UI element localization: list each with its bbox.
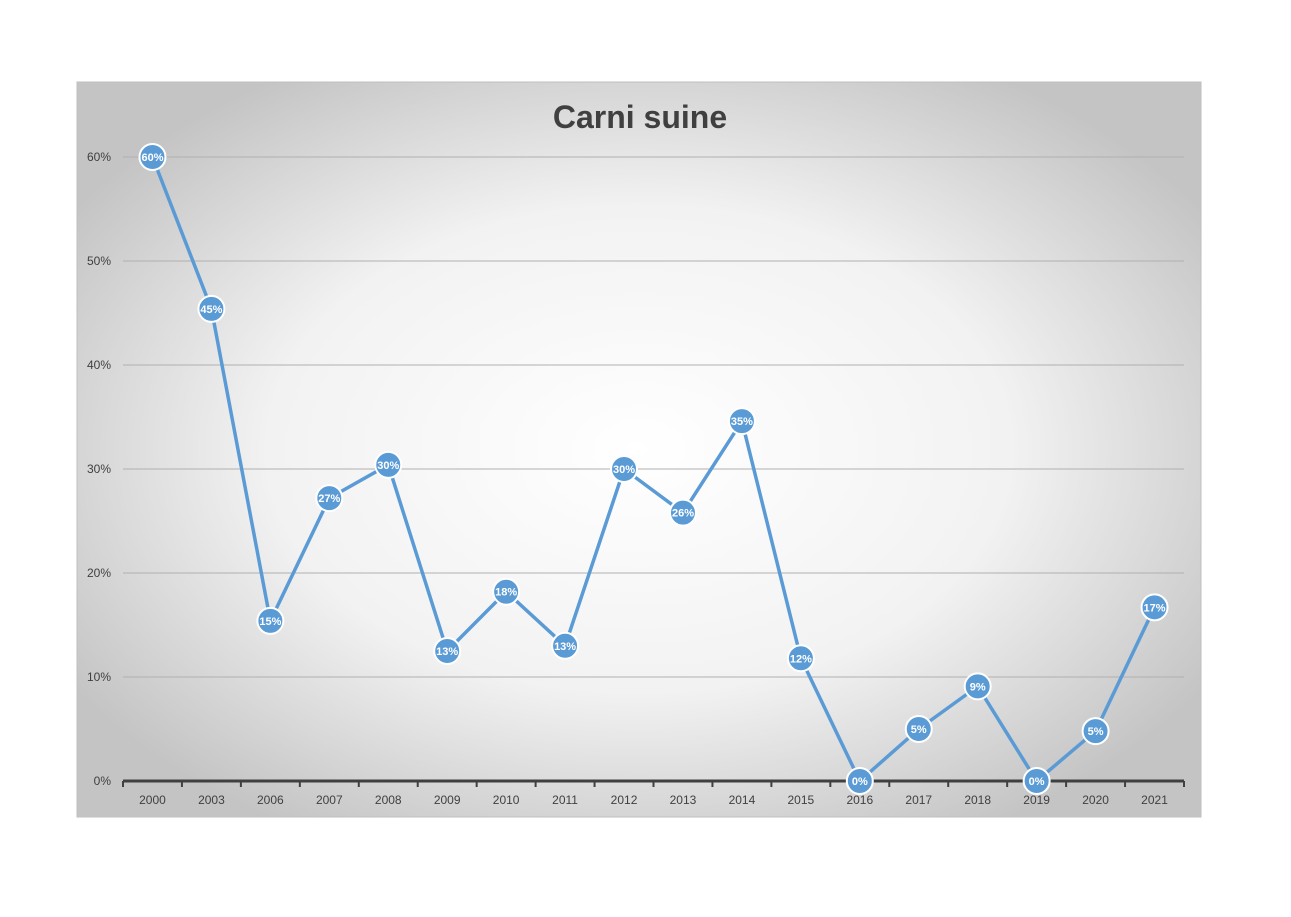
data-label: 15% [259, 616, 281, 628]
data-label: 18% [495, 587, 517, 599]
x-tick-label: 2019 [1023, 793, 1050, 807]
data-point [963, 672, 992, 701]
data-point [610, 455, 639, 483]
data-label: 13% [436, 646, 458, 658]
series: 60% 45% 15% 27% 30% 13% 18% 13% 30% 26% 35% 12% 0% 5%… [138, 143, 1169, 795]
x-tick-label: 2009 [434, 793, 461, 807]
x-tick-label: 2013 [670, 793, 697, 807]
data-label: 0% [1029, 776, 1045, 788]
data-point [256, 606, 285, 635]
x-tick-label: 2006 [257, 793, 284, 807]
data-label: 0% [852, 776, 868, 788]
data-point [845, 767, 874, 795]
series-line [150, 156, 1157, 783]
data-label: 45% [200, 304, 222, 316]
data-point [551, 631, 580, 660]
data-point [374, 450, 403, 479]
data-label: 13% [554, 641, 576, 653]
x-tick-label: 2000 [139, 793, 166, 807]
data-point [1081, 717, 1110, 746]
y-tick-label: 30% [87, 462, 111, 476]
x-tick-label: 2007 [316, 793, 343, 807]
data-point [727, 407, 756, 436]
x-tick-label: 2021 [1141, 793, 1168, 807]
y-tick-label: 20% [87, 566, 111, 580]
x-tick-label: 2016 [846, 793, 873, 807]
x-tick-label: 2018 [964, 793, 991, 807]
x-tick-label: 2015 [788, 793, 815, 807]
data-label: 9% [970, 681, 986, 693]
y-axis: 0% 10% 20% 30% 40% 50% 60% [87, 150, 111, 788]
x-tick-label: 2011 [552, 793, 578, 807]
data-label: 30% [613, 464, 635, 476]
y-tick-label: 10% [87, 670, 111, 684]
data-label: 5% [1088, 726, 1104, 738]
data-point [433, 637, 462, 665]
y-tick-label: 60% [87, 150, 111, 164]
y-tick-label: 40% [87, 358, 111, 372]
data-label: 30% [377, 460, 399, 472]
chart-area-background [76, 81, 1202, 818]
x-tick-label: 2017 [905, 793, 932, 807]
x-tick-label: 2010 [493, 793, 520, 807]
x-tick-label: 2014 [729, 793, 756, 807]
data-label: 12% [790, 653, 812, 665]
data-point [197, 294, 226, 323]
data-label: 26% [672, 508, 694, 520]
data-point [1140, 593, 1169, 622]
data-label: 17% [1144, 602, 1166, 614]
y-tick-label: 0% [94, 774, 112, 788]
x-tick-label: 2008 [375, 793, 402, 807]
gridlines [123, 156, 1184, 678]
data-label: 27% [318, 493, 340, 505]
data-point [492, 577, 521, 606]
data-label: 5% [911, 724, 927, 736]
data-label: 60% [141, 152, 163, 164]
chart-title: Carni suine [553, 99, 727, 135]
x-tick-label: 2003 [198, 793, 225, 807]
data-point [1022, 767, 1051, 795]
x-tick-label: 2020 [1082, 793, 1109, 807]
y-tick-label: 50% [87, 254, 111, 268]
data-point [138, 143, 167, 171]
x-axis: 2000 2003 2006 2007 2008 2009 2010 2011 2012 2013… [122, 779, 1185, 807]
data-point [786, 644, 815, 673]
data-point [315, 484, 344, 513]
data-point [668, 498, 697, 527]
data-point [904, 715, 933, 743]
x-tick-label: 2012 [611, 793, 638, 807]
data-label: 35% [731, 416, 753, 428]
